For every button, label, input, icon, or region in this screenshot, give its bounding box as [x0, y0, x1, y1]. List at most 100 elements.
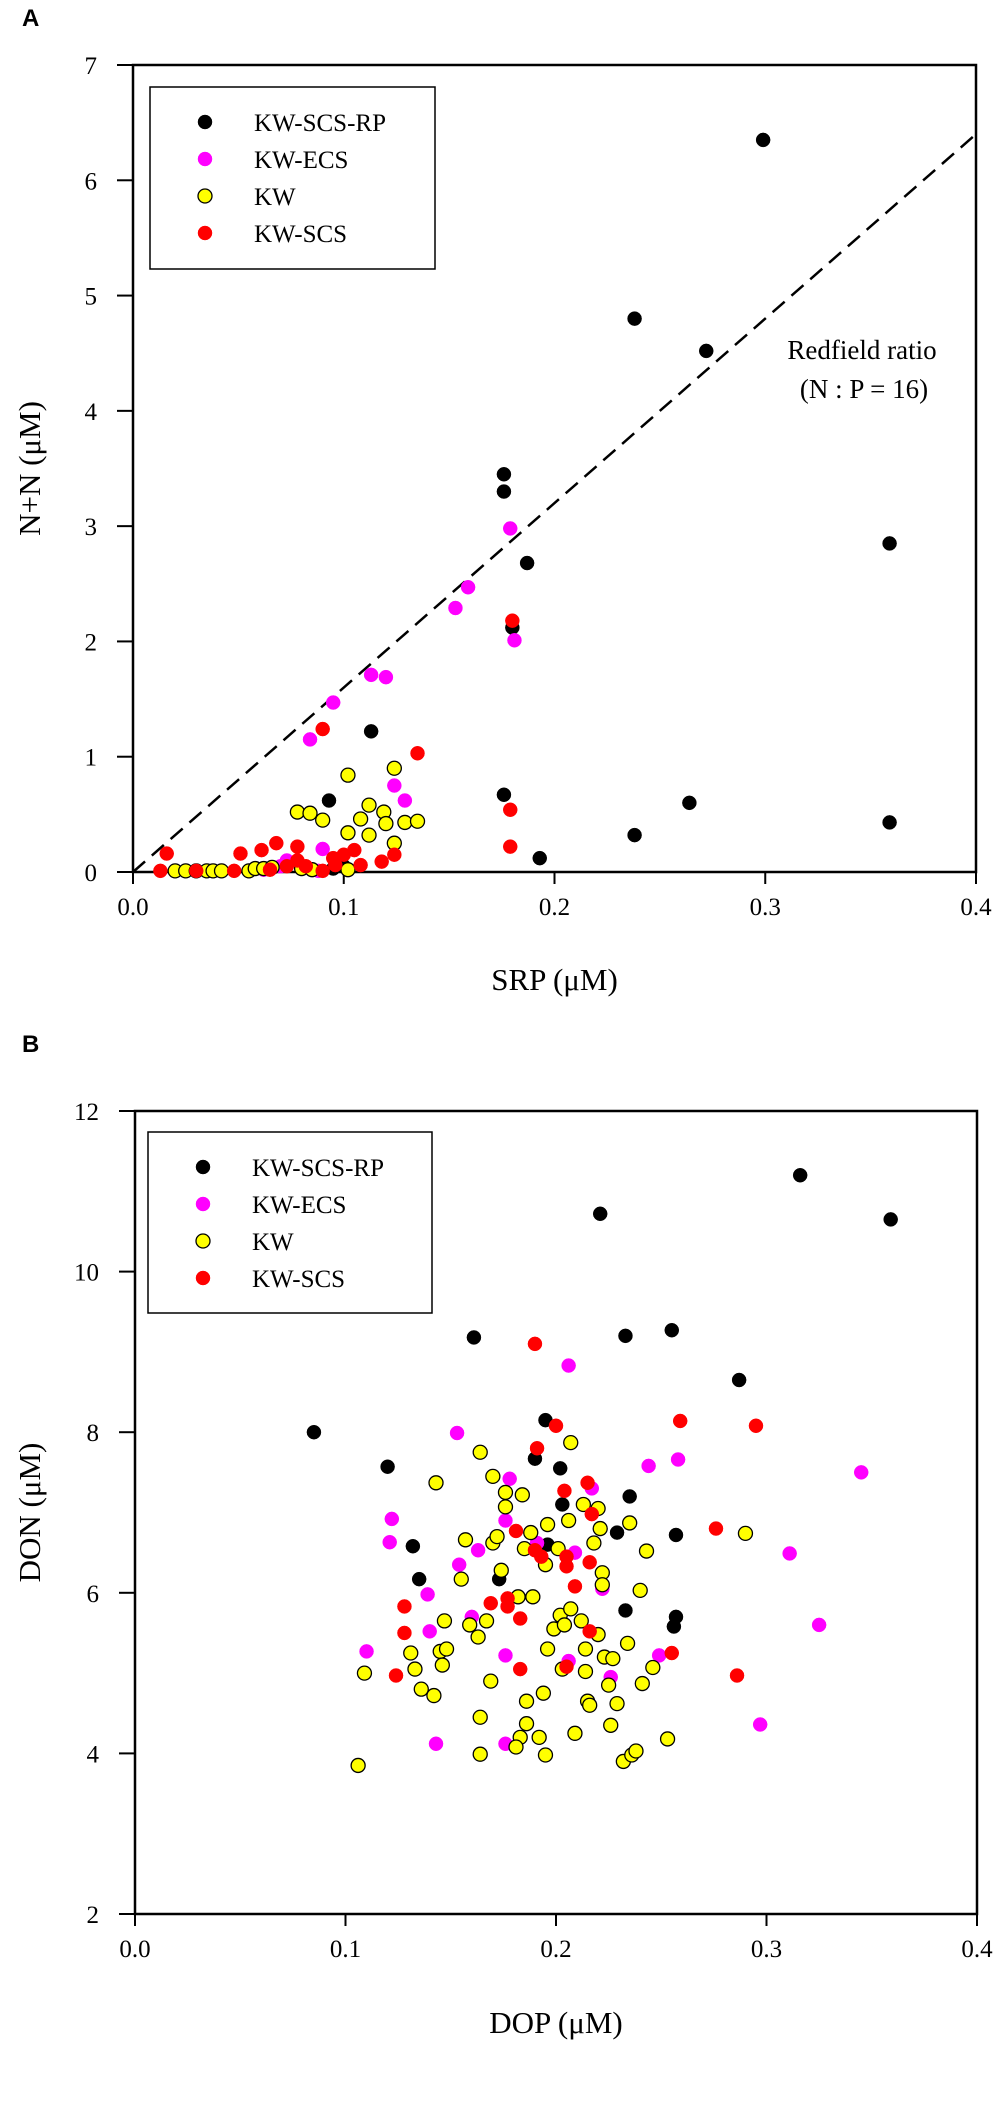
data-point [729, 1668, 745, 1683]
data-point [315, 863, 330, 879]
legend-marker [197, 151, 213, 167]
y-tick-label: 6 [87, 1581, 100, 1608]
data-point [262, 862, 278, 877]
data-point [594, 1577, 610, 1593]
data-point [556, 1617, 573, 1633]
data-point [531, 1729, 547, 1745]
legend: KW-SCS-RP KW-ECS KW KW-SCS [149, 86, 436, 270]
legend-box [149, 86, 436, 270]
legend-label: KW-SCS [254, 221, 347, 248]
data-point [584, 1506, 600, 1522]
legend-marker [197, 225, 213, 241]
data-point [325, 695, 341, 710]
x-tick-label: 0.1 [328, 894, 359, 921]
data-point [627, 311, 642, 326]
data-point [321, 793, 337, 808]
data-point [582, 1555, 597, 1570]
data-point [378, 669, 394, 685]
y-tick-label: 0 [85, 860, 98, 887]
data-point [523, 1524, 539, 1541]
data-point [410, 746, 425, 761]
data-point [508, 1523, 524, 1539]
legend-label: KW-ECS [254, 147, 348, 174]
data-point [529, 1441, 545, 1456]
data-point [698, 343, 714, 359]
data-point [559, 1559, 574, 1574]
data-point [508, 1739, 524, 1755]
legend-marker [195, 1233, 211, 1249]
data-point [434, 1657, 450, 1673]
data-point [668, 1527, 684, 1543]
data-point [213, 863, 230, 879]
data-point [290, 839, 305, 854]
data-point [359, 1644, 374, 1659]
x-axis-label: SRP (μM) [491, 962, 618, 997]
data-point [498, 1513, 513, 1528]
data-point [462, 1617, 478, 1633]
data-point [527, 1336, 543, 1352]
data-point [472, 1746, 488, 1762]
series-kw-scs [388, 1336, 764, 1683]
data-point [600, 1677, 617, 1693]
data-point [407, 1661, 423, 1677]
data-point [188, 863, 204, 879]
data-point [573, 1613, 589, 1629]
data-point [634, 1675, 650, 1692]
legend-label: KW-SCS-RP [252, 1155, 384, 1182]
legend-label: KW-SCS-RP [254, 110, 386, 137]
legend-label: KW-ECS [252, 1192, 346, 1219]
data-point [502, 839, 518, 854]
data-point [302, 732, 318, 747]
data-point [609, 1695, 625, 1712]
y-tick-label: 10 [74, 1260, 99, 1287]
data-point [449, 1425, 465, 1441]
data-point [328, 857, 343, 873]
data-point [532, 850, 547, 866]
data-point [350, 1757, 366, 1774]
data-point [363, 667, 379, 683]
data-point [497, 1484, 514, 1501]
data-point [619, 1635, 636, 1652]
data-point [748, 1418, 764, 1434]
series-kw [350, 1434, 754, 1774]
data-point [340, 862, 356, 878]
data-point [279, 858, 295, 874]
data-point [483, 1595, 498, 1611]
data-point [159, 846, 174, 861]
data-point [853, 1465, 869, 1480]
data-point [153, 863, 168, 879]
data-point [315, 841, 330, 857]
data-point [632, 1582, 648, 1599]
data-point [387, 778, 402, 793]
data-point [413, 1681, 429, 1697]
data-point [438, 1641, 455, 1657]
data-point [514, 1487, 530, 1503]
data-point [567, 1725, 583, 1741]
data-point [382, 1534, 397, 1550]
data-point [470, 1629, 486, 1645]
data-point [548, 1418, 564, 1434]
data-point [460, 579, 476, 595]
data-point [575, 1496, 592, 1513]
data-point [563, 1434, 579, 1451]
data-point [356, 1665, 373, 1681]
panel-a-letter: A [22, 5, 39, 32]
data-point [315, 812, 331, 828]
data-point [353, 857, 368, 873]
data-point [374, 854, 389, 869]
data-point [352, 811, 369, 827]
data-point [453, 1571, 469, 1587]
data-point [641, 1458, 656, 1474]
data-point [502, 521, 518, 536]
data-point [731, 1372, 747, 1388]
data-point [664, 1322, 680, 1338]
data-point [582, 1697, 598, 1713]
data-point [755, 132, 771, 148]
y-tick-label: 3 [85, 514, 98, 541]
data-point [388, 1668, 404, 1683]
y-tick-label: 5 [85, 284, 98, 311]
data-point [609, 1525, 625, 1540]
data-point [496, 484, 512, 499]
data-point [386, 760, 402, 776]
